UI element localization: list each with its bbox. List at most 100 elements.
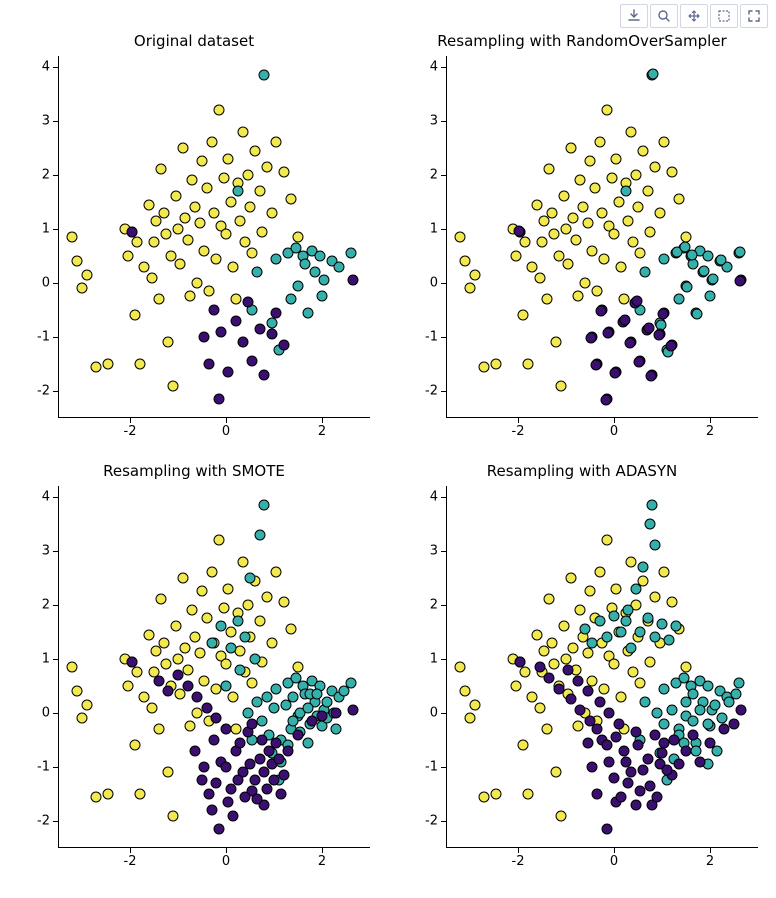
scatter-point-class-0 bbox=[517, 310, 528, 321]
scatter-point-class-2 bbox=[233, 775, 244, 786]
scatter-point-class-2 bbox=[317, 710, 328, 721]
scatter-point-class-0 bbox=[211, 253, 222, 264]
ytick-label: -2 bbox=[20, 813, 50, 828]
scatter-point-class-0 bbox=[625, 126, 636, 137]
scatter-point-class-2 bbox=[211, 713, 222, 724]
scatter-point-class-0 bbox=[532, 199, 543, 210]
scatter-point-class-0 bbox=[149, 237, 160, 248]
scatter-point-class-0 bbox=[565, 142, 576, 153]
scatter-point-class-1 bbox=[717, 713, 728, 724]
scatter-point-class-0 bbox=[180, 213, 191, 224]
scatter-point-class-1 bbox=[648, 68, 659, 79]
scatter-point-class-1 bbox=[734, 247, 745, 258]
scatter-point-class-1 bbox=[261, 691, 272, 702]
scatter-point-class-0 bbox=[153, 294, 164, 305]
scatter-point-class-0 bbox=[469, 699, 480, 710]
ytick-label: -1 bbox=[408, 759, 438, 774]
scatter-point-class-1 bbox=[580, 624, 591, 635]
scatter-point-class-0 bbox=[77, 713, 88, 724]
scatter-point-class-1 bbox=[681, 281, 692, 292]
scatter-point-class-0 bbox=[666, 167, 677, 178]
scatter-point-class-2 bbox=[204, 358, 215, 369]
scatter-point-class-2 bbox=[616, 791, 627, 802]
scatter-point-class-1 bbox=[285, 294, 296, 305]
scatter-point-class-0 bbox=[534, 702, 545, 713]
scatter-point-class-1 bbox=[245, 572, 256, 583]
zoom-icon[interactable] bbox=[650, 4, 678, 28]
scatter-point-class-0 bbox=[465, 713, 476, 724]
scatter-point-class-0 bbox=[520, 237, 531, 248]
scatter-point-class-0 bbox=[271, 137, 282, 148]
scatter-point-class-1 bbox=[302, 737, 313, 748]
scatter-point-class-2 bbox=[611, 732, 622, 743]
scatter-point-class-0 bbox=[592, 286, 603, 297]
scatter-point-class-1 bbox=[300, 259, 311, 270]
scatter-point-class-2 bbox=[665, 341, 676, 352]
scatter-point-class-0 bbox=[594, 567, 605, 578]
scatter-point-class-0 bbox=[630, 169, 641, 180]
scatter-point-class-0 bbox=[170, 191, 181, 202]
scatter-point-class-2 bbox=[601, 824, 612, 835]
scatter-point-class-0 bbox=[213, 105, 224, 116]
scatter-point-class-0 bbox=[129, 740, 140, 751]
expand-icon[interactable] bbox=[740, 4, 768, 28]
scatter-point-class-0 bbox=[254, 616, 265, 627]
scatter-point-class-0 bbox=[72, 686, 83, 697]
scatter-point-class-1 bbox=[691, 308, 702, 319]
scatter-point-class-0 bbox=[144, 629, 155, 640]
scatter-point-class-0 bbox=[185, 721, 196, 732]
scatter-point-class-0 bbox=[77, 283, 88, 294]
ytick-label: 1 bbox=[20, 221, 50, 236]
scatter-point-class-1 bbox=[331, 724, 342, 735]
scatter-point-class-2 bbox=[601, 740, 612, 751]
scatter-point-class-0 bbox=[546, 207, 557, 218]
scatter-point-class-1 bbox=[221, 680, 232, 691]
scatter-point-class-2 bbox=[633, 740, 644, 751]
ytick-label: 3 bbox=[20, 113, 50, 128]
scatter-point-class-0 bbox=[161, 229, 172, 240]
scatter-point-class-1 bbox=[679, 241, 690, 252]
subplot-0: Original dataset-202-2-101234 bbox=[0, 32, 388, 462]
scatter-point-class-1 bbox=[616, 626, 627, 637]
scatter-point-class-0 bbox=[563, 259, 574, 270]
scatter-point-class-2 bbox=[623, 778, 634, 789]
scatter-point-class-0 bbox=[666, 597, 677, 608]
scatter-point-class-0 bbox=[549, 229, 560, 240]
xtick-label: 2 bbox=[318, 424, 326, 439]
scatter-point-class-1 bbox=[242, 707, 253, 718]
scatter-point-class-0 bbox=[611, 583, 622, 594]
scatter-point-class-1 bbox=[312, 689, 323, 700]
scatter-point-class-2 bbox=[649, 729, 660, 740]
scatter-point-class-0 bbox=[173, 653, 184, 664]
scatter-point-class-1 bbox=[338, 686, 349, 697]
scatter-point-class-1 bbox=[252, 267, 263, 278]
scatter-point-class-2 bbox=[621, 756, 632, 767]
scatter-point-class-2 bbox=[278, 340, 289, 351]
scatter-point-class-0 bbox=[235, 215, 246, 226]
scatter-point-class-1 bbox=[695, 705, 706, 716]
scatter-point-class-0 bbox=[293, 232, 304, 243]
download-icon[interactable] bbox=[620, 4, 648, 28]
scatter-point-class-0 bbox=[628, 667, 639, 678]
scatter-point-class-2 bbox=[240, 791, 251, 802]
boxselect-icon[interactable] bbox=[710, 4, 738, 28]
scatter-point-class-2 bbox=[544, 672, 555, 683]
scatter-point-class-1 bbox=[609, 610, 620, 621]
scatter-point-class-2 bbox=[643, 322, 654, 333]
scatter-point-class-1 bbox=[321, 697, 332, 708]
scatter-point-class-0 bbox=[139, 261, 150, 272]
pan-icon[interactable] bbox=[680, 4, 708, 28]
scatter-point-class-0 bbox=[170, 621, 181, 632]
scatter-point-class-0 bbox=[247, 248, 258, 259]
scatter-point-class-0 bbox=[158, 207, 169, 218]
scatter-point-class-2 bbox=[273, 753, 284, 764]
scatter-point-class-1 bbox=[688, 716, 699, 727]
scatter-point-class-0 bbox=[173, 223, 184, 234]
scatter-point-class-0 bbox=[144, 199, 155, 210]
scatter-point-class-2 bbox=[257, 734, 268, 745]
scatter-point-class-0 bbox=[230, 294, 241, 305]
scatter-point-class-0 bbox=[623, 215, 634, 226]
scatter-point-class-2 bbox=[652, 791, 663, 802]
plot-title: Resampling with ADASYN bbox=[388, 462, 776, 480]
scatter-point-class-1 bbox=[649, 540, 660, 551]
